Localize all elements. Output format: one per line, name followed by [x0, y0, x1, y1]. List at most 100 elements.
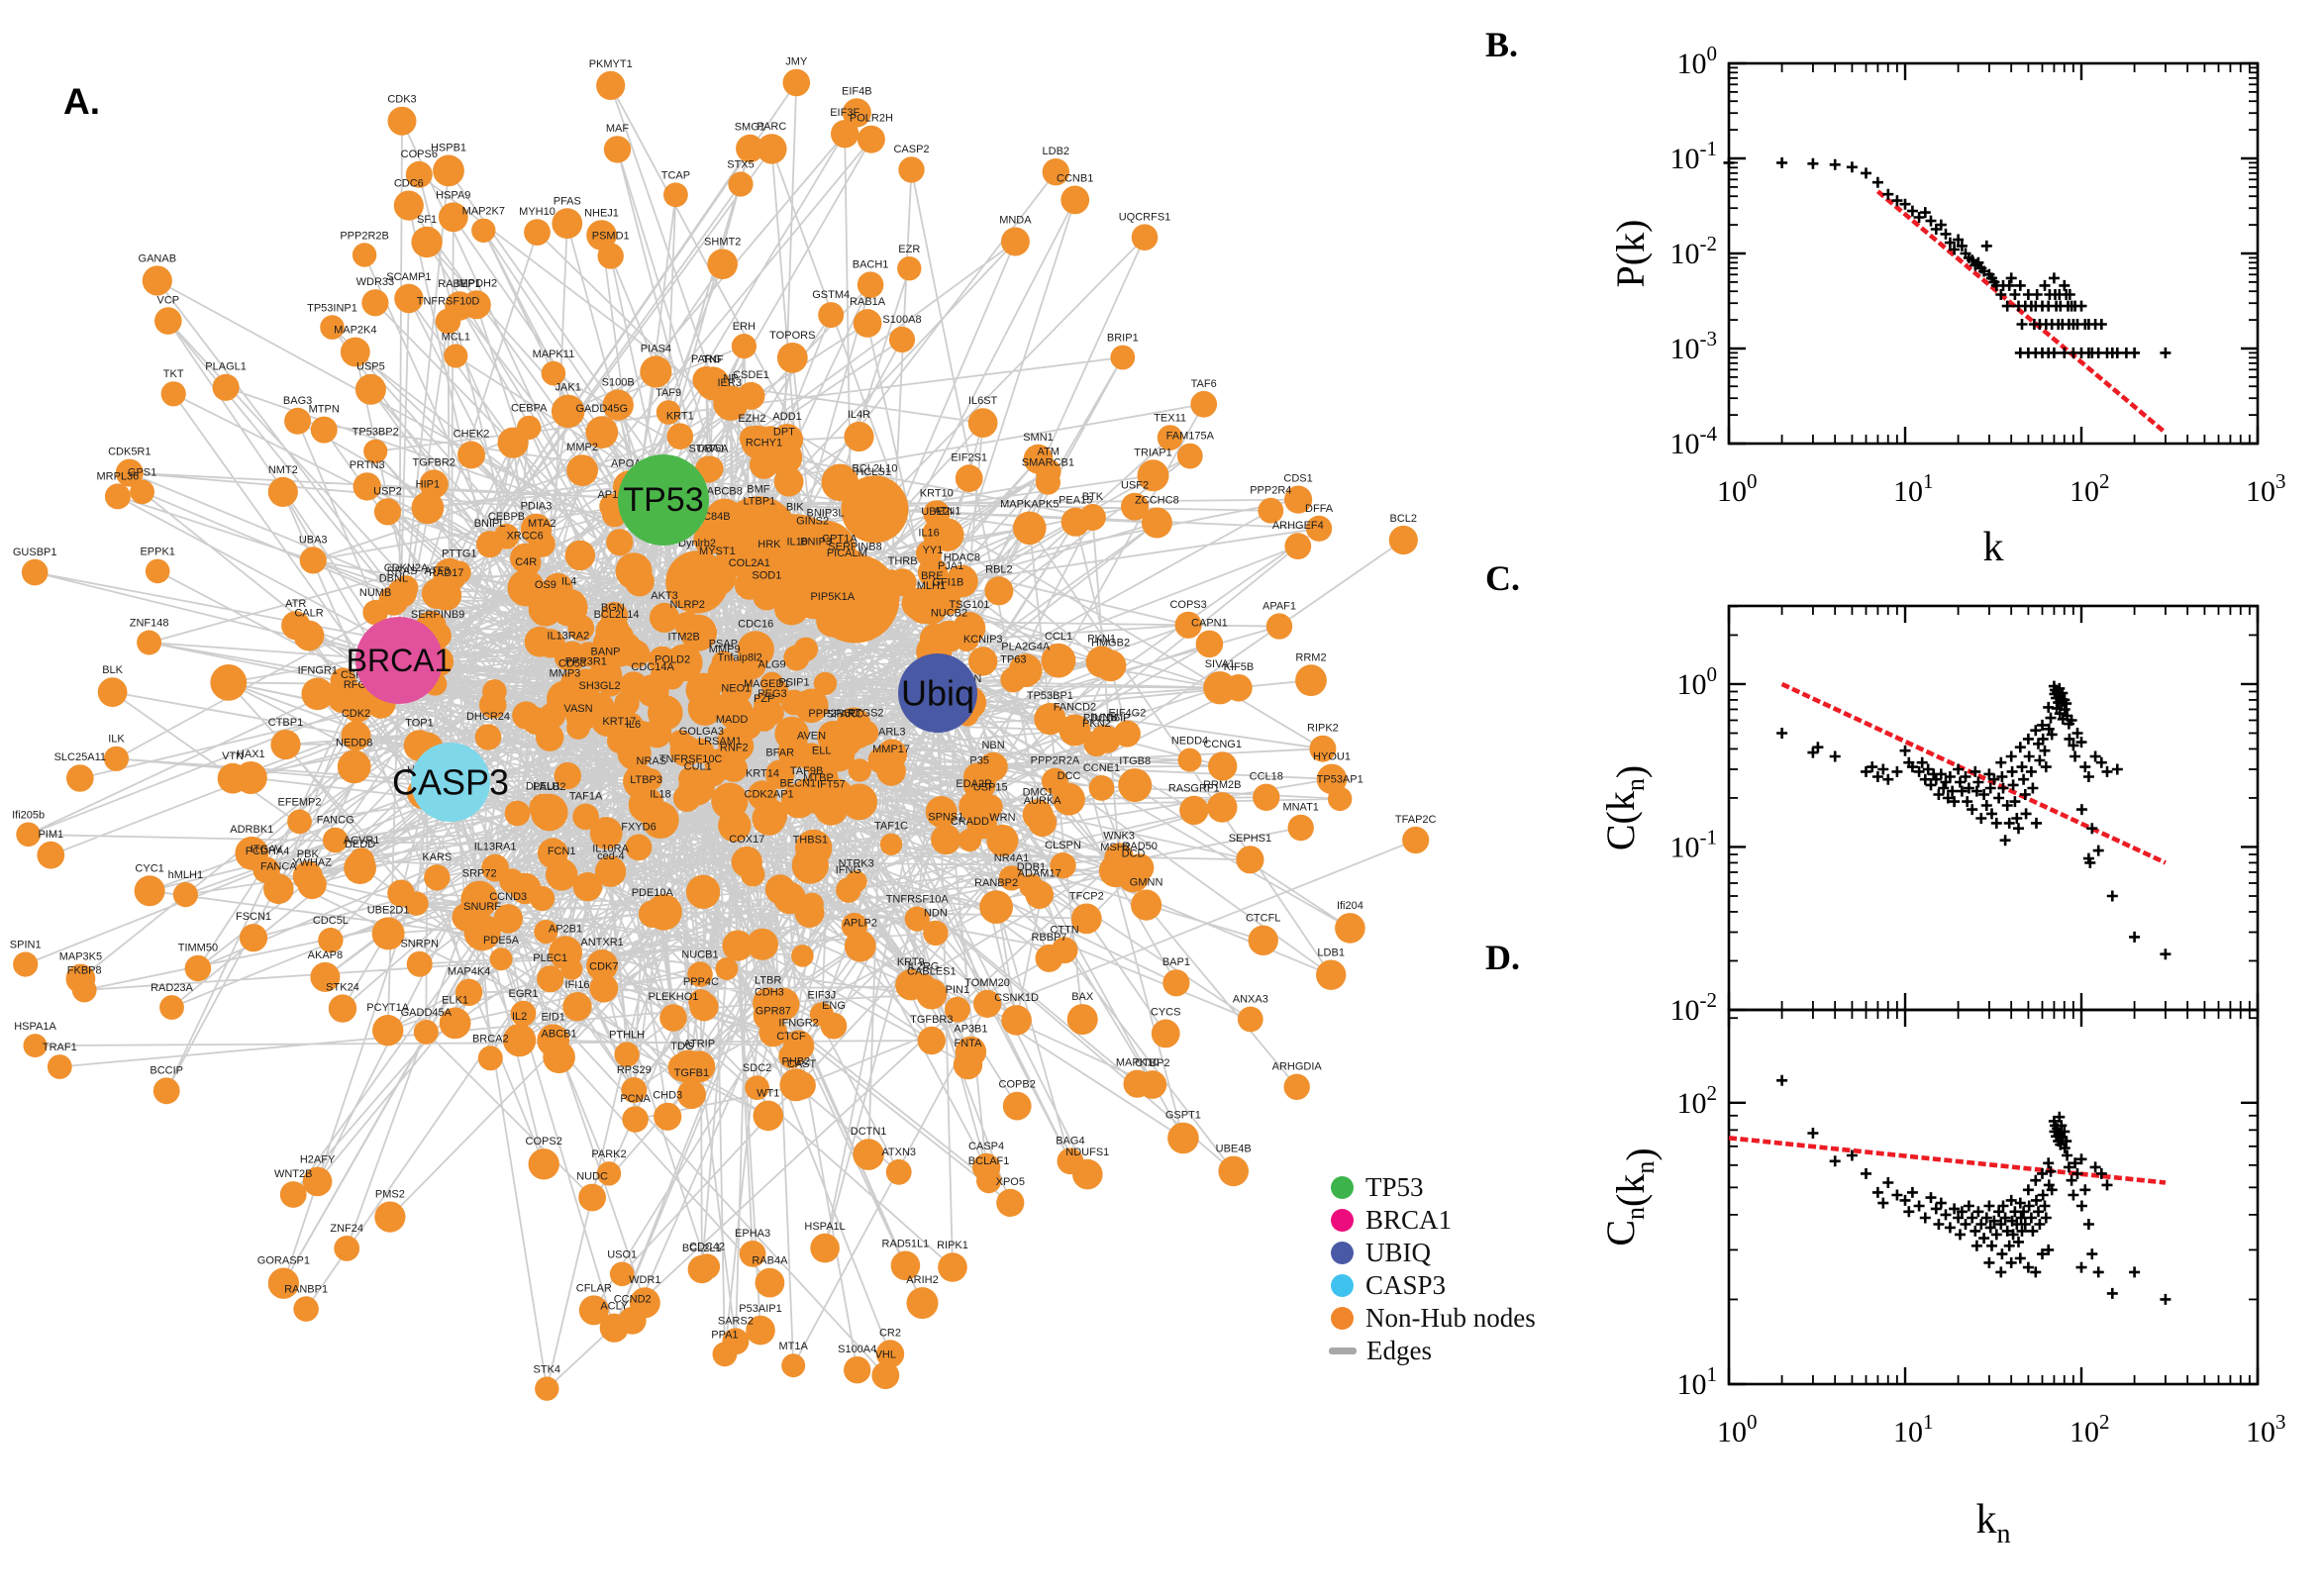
hub-label-brca1: BRCA1 [347, 643, 453, 678]
non-hub-node [831, 120, 859, 149]
gene-label: KARS [422, 851, 452, 863]
gene-label: CEBPA [511, 403, 548, 415]
non-hub-node [977, 794, 1003, 820]
gene-label: CDC16 [738, 618, 773, 630]
gene-label: PPP2R4 [1250, 485, 1291, 497]
non-hub-node [649, 602, 680, 634]
gene-label: RAD17 [429, 567, 463, 579]
non-hub-node [461, 290, 491, 320]
non-hub-node [562, 992, 592, 1022]
gene-label: PARC [758, 121, 787, 133]
non-hub-node [836, 877, 861, 903]
non-hub-node [493, 904, 523, 934]
non-hub-node [890, 1250, 921, 1281]
gene-label: IL4 [561, 576, 576, 588]
gene-label: PBK [297, 848, 320, 860]
non-hub-node [349, 848, 375, 874]
gene-label: UBA3 [299, 534, 328, 546]
gene-label: CD53 [558, 658, 586, 670]
x-axis-title: kn [1976, 1497, 2011, 1549]
gene-label: SRP72 [462, 868, 497, 880]
non-hub-node [1110, 345, 1136, 370]
gene-label: PPP4C [683, 976, 719, 988]
gene-label: CDK2AP1 [745, 789, 794, 801]
gene-label: TDG [670, 1041, 693, 1052]
non-hub-node [343, 692, 373, 723]
gene-label: COX17 [729, 834, 764, 846]
non-hub-node [688, 989, 714, 1015]
non-hub-node [1265, 613, 1293, 640]
non-hub-node [217, 762, 249, 794]
non-hub-node [405, 160, 433, 188]
non-hub-node [541, 360, 566, 386]
gene-label: RAB1A [850, 296, 886, 308]
non-hub-node [270, 730, 301, 760]
non-hub-node [1237, 1006, 1263, 1033]
gene-label: MTA2 [528, 518, 556, 530]
non-hub-node [103, 746, 130, 771]
gene-label: MYST1 [699, 546, 736, 557]
gene-label: NDN [924, 908, 948, 920]
gene-label: WNT2B [274, 1168, 313, 1180]
non-hub-node [721, 673, 753, 705]
non-hub-node [471, 218, 496, 243]
non-hub-node [537, 838, 568, 869]
gene-label: SERPINB8 [828, 542, 881, 553]
gene-label: BRCA2 [472, 1033, 509, 1045]
gene-label: DLEU1 [526, 781, 560, 793]
plot-B: 100 10-1 10-2 10-3 10-4 100 101 102 103 k P(k) [1608, 42, 2286, 570]
non-hub-node [66, 764, 94, 792]
non-hub-node [424, 864, 451, 891]
gene-label: FANCD2 [1054, 702, 1096, 714]
non-hub-node [955, 464, 983, 493]
gene-label: MNAT1 [1282, 802, 1318, 814]
gene-label: WDR1 [629, 1274, 660, 1286]
gene-label: KRT14 [746, 767, 779, 779]
non-hub-node [1053, 782, 1085, 816]
non-hub-node [115, 458, 144, 487]
gene-label: EIF3J [808, 989, 837, 1001]
gene-label: HSPA1A [14, 1021, 56, 1033]
non-hub-node [1141, 507, 1172, 539]
gene-label: ELK1 [442, 995, 468, 1007]
gene-label: FANCG [317, 815, 354, 827]
non-hub-node [978, 751, 1008, 782]
panel-b-label: B. [1485, 25, 1519, 64]
non-hub-node [739, 1241, 766, 1267]
gene-label: PFAS [554, 195, 581, 207]
non-hub-node [1041, 643, 1076, 678]
non-hub-node [378, 585, 409, 616]
gene-label: CCNE1 [1083, 762, 1120, 774]
gene-label: APAF1 [1262, 600, 1296, 612]
gene-label: IL10 [786, 537, 807, 549]
non-hub-node [1388, 525, 1418, 555]
non-hub-node [310, 961, 341, 992]
axis-tick-label: 101 [1677, 1362, 1718, 1401]
gene-label: ACVR1 [344, 835, 380, 847]
gene-label: GMNN [1130, 877, 1163, 889]
brca1-dot-icon [1331, 1209, 1354, 1232]
gene-label: RRM2B [1203, 779, 1242, 791]
gene-label: PPP2R2B [340, 230, 389, 242]
axis-tick-label: 102 [1677, 1081, 1718, 1120]
non-hub-node [996, 1188, 1025, 1217]
gene-label: NUCB1 [681, 948, 718, 960]
non-hub-node [867, 747, 895, 774]
gene-label: LDB1 [1317, 948, 1345, 959]
gene-label: HSPA1L [804, 1221, 845, 1233]
non-hub-node [578, 1183, 606, 1212]
plot-frame [1727, 604, 2260, 1012]
gene-label: IFNG [836, 864, 861, 876]
gene-label: TAF9B [790, 765, 823, 777]
gene-label: H2AFY [300, 1154, 336, 1166]
non-hub-node [23, 1034, 48, 1058]
gene-label: MNDA [999, 215, 1032, 227]
non-hub-node [1174, 611, 1202, 639]
gene-label: PIAS4 [641, 343, 671, 354]
non-hub-node [552, 208, 583, 240]
gene-label: NDUFS1 [1065, 1147, 1109, 1158]
non-hub-node [1131, 224, 1159, 250]
gene-label: TP53AP1 [1317, 774, 1364, 786]
tp53-dot-icon [1331, 1176, 1354, 1199]
